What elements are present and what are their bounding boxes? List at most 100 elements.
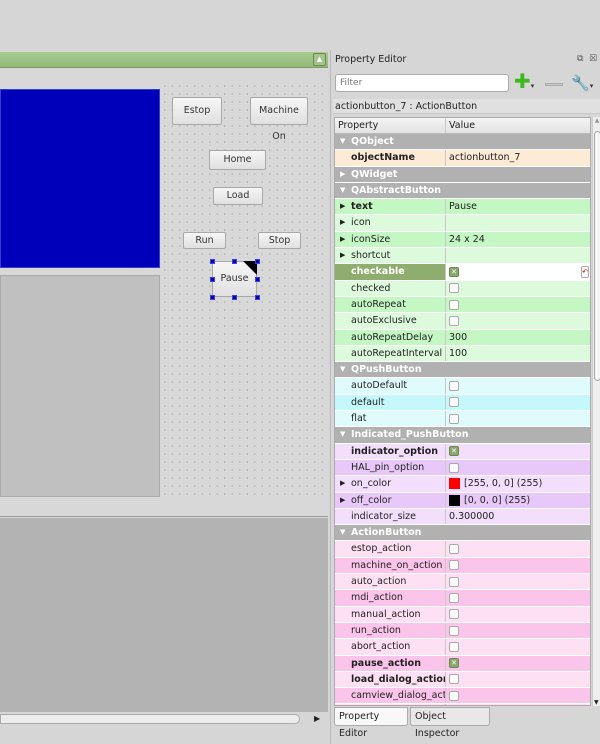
reset-property-icon[interactable]: ↶ (581, 266, 589, 279)
resize-handle[interactable] (255, 295, 260, 300)
property-group[interactable]: ▶ QWidget (335, 166, 590, 183)
checkbox[interactable] (449, 690, 459, 701)
property-value[interactable]: actionbutton_7 (449, 152, 521, 164)
property-row[interactable]: ▶ shortcut (335, 248, 590, 265)
run-button[interactable]: Run (183, 232, 226, 249)
machine-on-button[interactable]: Machine On (250, 97, 308, 142)
checkbox[interactable]: ✕ (449, 267, 459, 278)
property-row[interactable]: camview_dialog_acti... (335, 688, 590, 705)
checkbox[interactable] (449, 576, 459, 587)
float-icon[interactable]: ⧉ (577, 54, 584, 64)
checkbox[interactable] (449, 299, 459, 310)
checkbox[interactable] (449, 674, 459, 685)
remove-property-icon[interactable] (545, 83, 563, 86)
tab-property-editor[interactable]: Property Editor (334, 707, 408, 739)
home-button[interactable]: Home (209, 150, 266, 170)
property-value[interactable]: 300 (449, 331, 468, 343)
checkbox[interactable] (449, 381, 459, 392)
column-header-property[interactable]: Property (335, 118, 446, 133)
property-row[interactable]: flat (335, 411, 590, 428)
add-property-icon[interactable]: ✚▾ (514, 69, 535, 93)
horizontal-scrollbar[interactable] (0, 714, 300, 724)
scrollbar-thumb[interactable] (594, 131, 600, 381)
property-value[interactable]: 0.300000 (449, 510, 495, 522)
close-icon[interactable]: ☒ (589, 54, 598, 64)
checkbox[interactable] (449, 625, 459, 636)
property-row[interactable]: run_action (335, 622, 590, 640)
property-group[interactable]: ▼ ActionButton (335, 525, 590, 542)
property-row[interactable]: ▶ icon (335, 215, 590, 232)
property-row[interactable]: indicator_size 0.300000 (335, 508, 590, 526)
expand-down-icon[interactable]: ▼ (340, 137, 346, 145)
property-row[interactable]: estop_action (335, 541, 590, 558)
property-row[interactable]: autoRepeatInterval 100 (335, 345, 590, 363)
expand-down-icon[interactable]: ▼ (340, 528, 346, 537)
checkbox[interactable] (449, 641, 459, 652)
expand-right-icon[interactable]: ▶ (340, 202, 346, 211)
vertical-scrollbar[interactable]: ▲ ▼ (592, 117, 600, 706)
column-header-value[interactable]: Value (449, 120, 476, 131)
checkbox[interactable] (449, 560, 459, 571)
resize-handle[interactable] (210, 295, 215, 300)
resize-handle[interactable] (255, 277, 260, 282)
scroll-right-icon[interactable]: ▶ (314, 714, 321, 723)
property-value[interactable]: 24 x 24 (449, 233, 485, 245)
expand-right-icon[interactable]: ▶ (340, 218, 346, 227)
property-row[interactable]: ▶ off_color [0, 0, 0] (255) (335, 492, 590, 509)
resize-handle[interactable] (210, 259, 215, 264)
checkbox[interactable] (449, 609, 459, 620)
expand-down-icon[interactable]: ▼ (340, 365, 346, 374)
expand-right-icon[interactable]: ▶ (340, 495, 346, 504)
estop-button[interactable]: Estop (172, 97, 222, 125)
checkbox[interactable] (449, 397, 459, 408)
checkbox[interactable] (449, 283, 459, 294)
resize-handle[interactable] (210, 277, 215, 282)
checkbox[interactable] (449, 592, 459, 603)
property-row[interactable]: abort_action (335, 639, 590, 656)
expand-right-icon[interactable]: ▶ (340, 479, 346, 488)
checkbox[interactable] (449, 462, 459, 473)
expand-down-icon[interactable]: ▼ (340, 185, 346, 194)
expand-down-icon[interactable]: ▼ (340, 430, 346, 439)
property-value[interactable]: [255, 0, 0] (255) (464, 478, 543, 490)
property-row[interactable]: ▶ text Pause (335, 199, 590, 216)
property-group[interactable]: ▼ QAbstractButton (335, 182, 590, 200)
collapse-right-icon[interactable]: ▶ (340, 169, 346, 178)
configure-wrench-icon[interactable]: 🔧▾ (571, 74, 594, 92)
property-row[interactable]: default (335, 394, 590, 412)
checkbox[interactable]: ✕ (449, 658, 459, 669)
property-row[interactable]: autoDefault (335, 378, 590, 395)
collapse-button[interactable]: ▲ (313, 53, 326, 66)
resize-handle[interactable] (232, 259, 237, 264)
property-row[interactable]: mdi_action (335, 590, 590, 607)
property-row[interactable]: ▶ iconSize 24 x 24 (335, 231, 590, 249)
property-row[interactable]: autoExclusive (335, 313, 590, 330)
property-row[interactable]: autoRepeatDelay 300 (335, 329, 590, 346)
checkbox[interactable] (449, 413, 459, 424)
filter-input[interactable] (335, 74, 509, 92)
resize-handle[interactable] (232, 295, 237, 300)
tab-object-inspector[interactable]: Object Inspector (410, 707, 490, 739)
property-row[interactable]: manual_action (335, 606, 590, 623)
property-row[interactable]: load_dialog_action (335, 671, 590, 689)
property-row[interactable]: auto_action (335, 574, 590, 591)
property-row[interactable]: indicator_option ✕ (335, 443, 590, 460)
checkbox[interactable] (449, 544, 459, 555)
property-row[interactable]: autoRepeat (335, 296, 590, 314)
property-group[interactable]: ▼ QPushButton (335, 362, 590, 379)
property-row[interactable]: origin_offset_dialog... (335, 704, 590, 705)
property-row[interactable]: checkable ✕ ↶ (335, 264, 590, 281)
property-value[interactable]: [0, 0, 0] (255) (464, 494, 531, 506)
load-button[interactable]: Load (213, 187, 263, 205)
property-group[interactable]: ▼ QObject (335, 134, 590, 151)
property-row[interactable]: machine_on_action (335, 557, 590, 575)
resize-handle[interactable] (255, 259, 260, 264)
property-value[interactable]: 100 (449, 348, 468, 359)
expand-right-icon[interactable]: ▶ (340, 234, 346, 243)
property-value[interactable]: Pause (449, 201, 477, 213)
checkbox[interactable] (449, 315, 459, 326)
property-row[interactable]: objectName actionbutton_7 (335, 150, 590, 167)
checkbox[interactable]: ✕ (449, 446, 459, 457)
property-row[interactable]: checked (335, 280, 590, 297)
property-row[interactable]: HAL_pin_option (335, 459, 590, 477)
